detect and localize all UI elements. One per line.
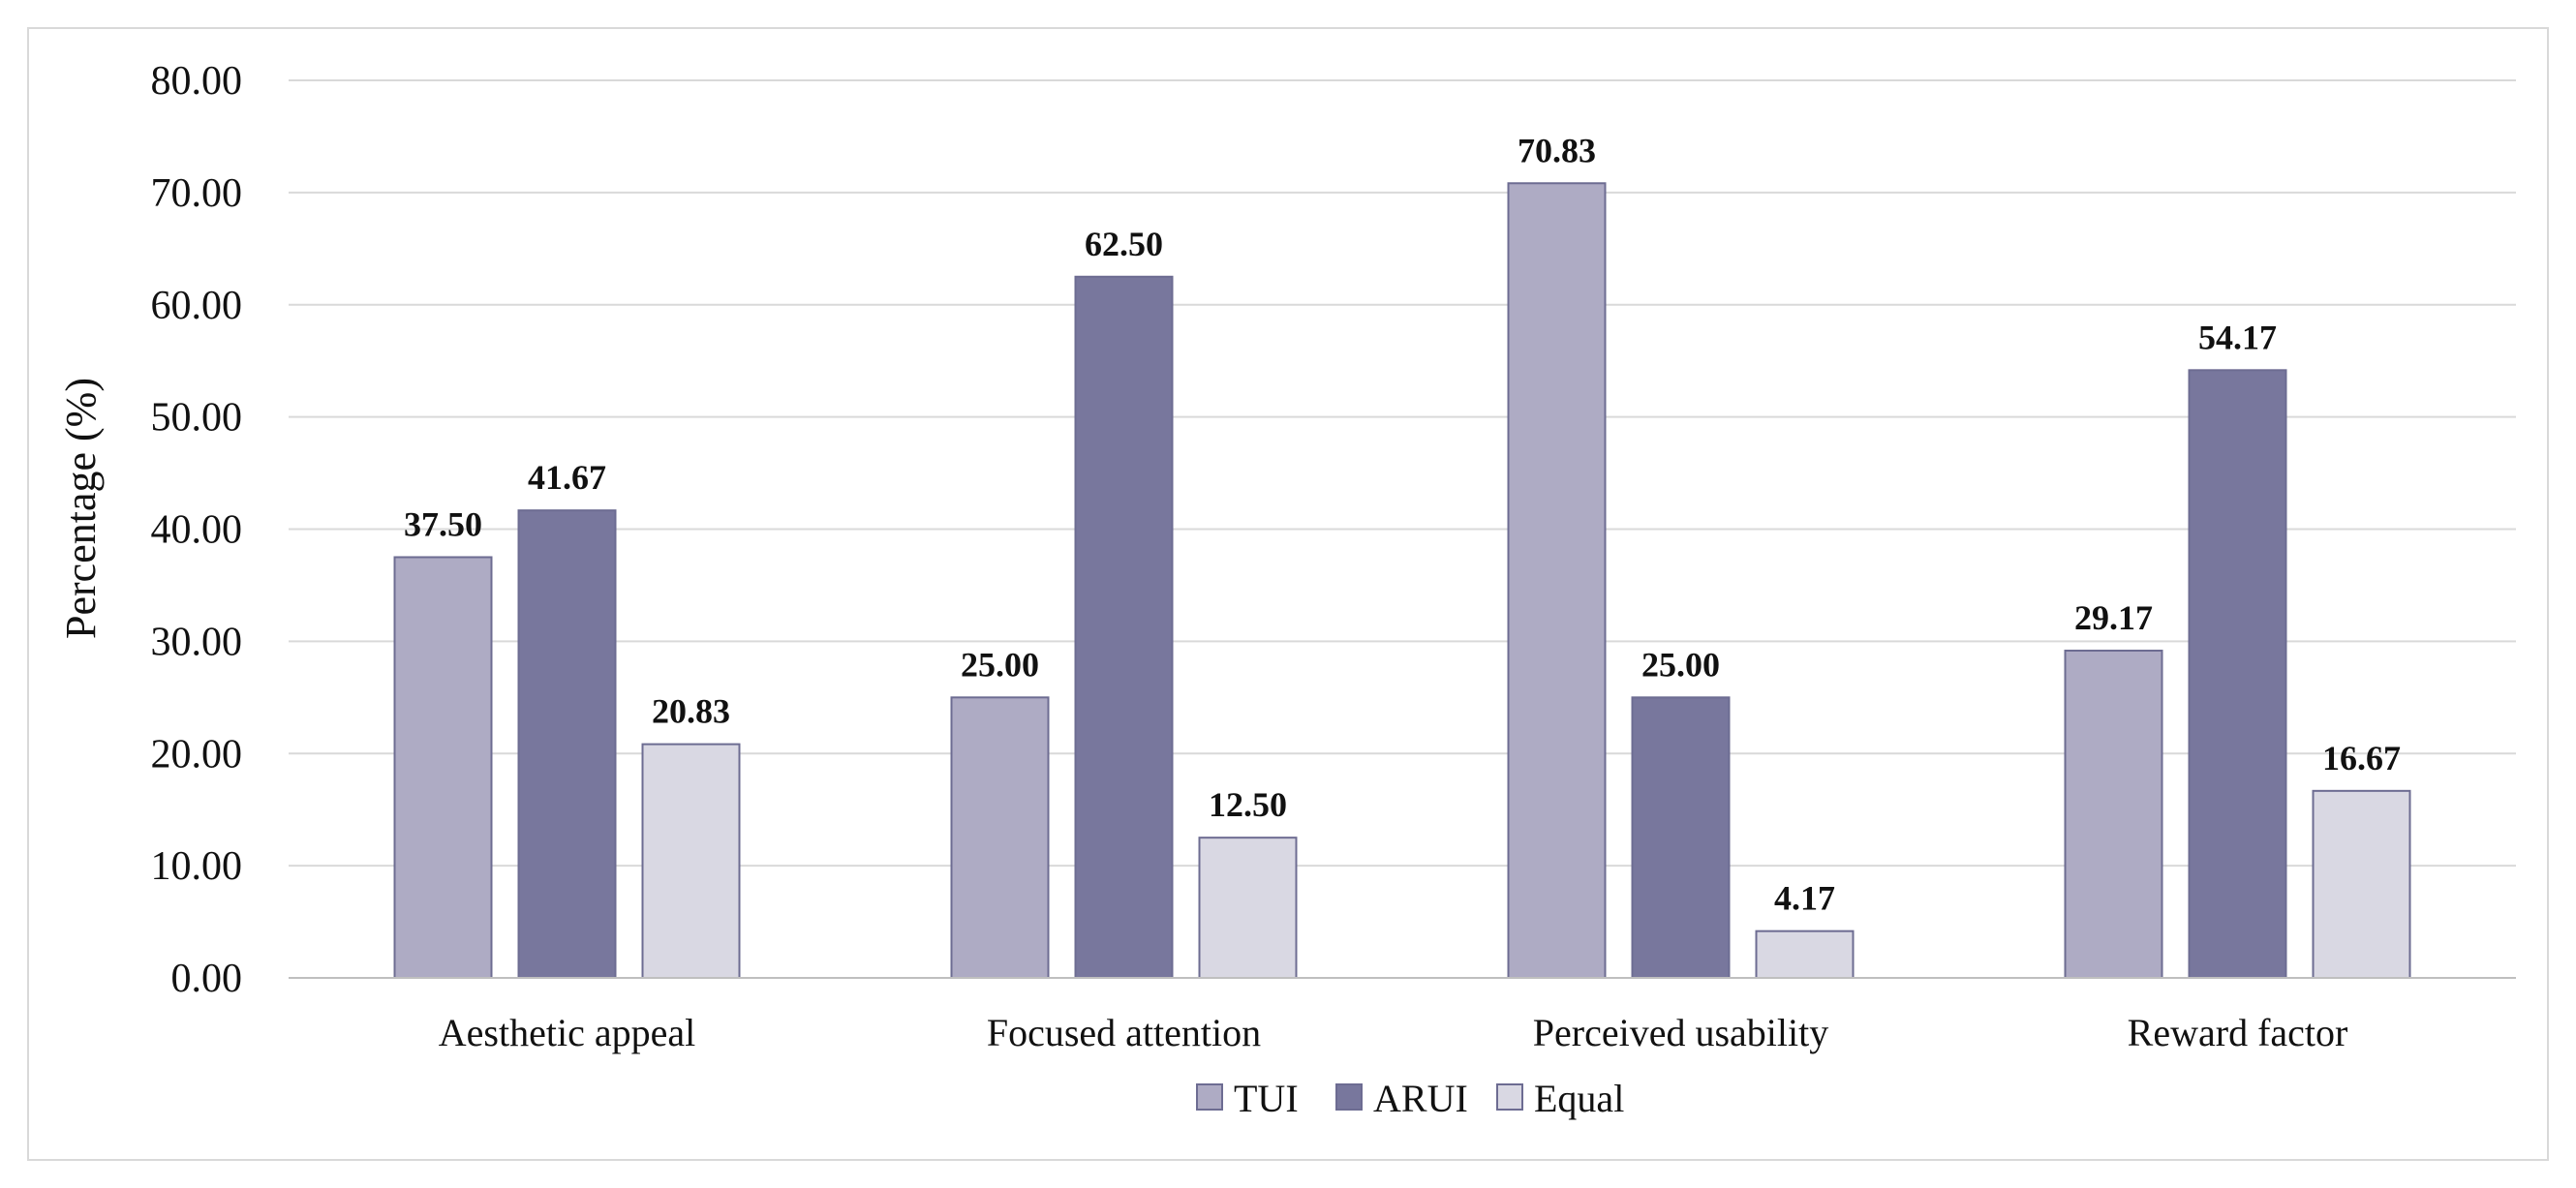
- legend-label: TUI: [1234, 1077, 1299, 1120]
- legend: TUI ARUI Equal: [1196, 1077, 1624, 1120]
- bar-arui-4: [2188, 369, 2287, 979]
- bar-arui-2: [1074, 275, 1174, 979]
- bar-tui-3: [1507, 182, 1607, 979]
- data-label: 62.50: [1085, 225, 1163, 263]
- gridlines: [289, 79, 2516, 868]
- data-label: 25.00: [961, 645, 1039, 684]
- bar-equal-3: [1755, 929, 1855, 979]
- y-tick-label: 0.00: [171, 957, 243, 1001]
- data-label: 25.00: [1641, 645, 1720, 684]
- axes: 0.00 10.00 20.00 30.00 40.00 50.00 60.00 70.00 8…: [151, 59, 2516, 1054]
- x-tick-label: Perceived usability: [1533, 1011, 1828, 1054]
- legend-swatch: [1335, 1083, 1363, 1111]
- x-tick-label: Reward factor: [2128, 1011, 2348, 1054]
- y-tick-label: 10.00: [151, 844, 243, 889]
- data-label: 12.50: [1209, 785, 1287, 824]
- data-label: 37.50: [404, 504, 482, 543]
- legend-label: Equal: [1534, 1077, 1624, 1120]
- legend-item-equal: Equal: [1496, 1077, 1624, 1120]
- y-tick-label: 80.00: [151, 59, 243, 104]
- bar-arui-1: [517, 509, 617, 979]
- x-tick-label: Focused attention: [987, 1011, 1261, 1054]
- y-tick-label: 40.00: [151, 508, 243, 553]
- y-tick-label: 70.00: [151, 171, 243, 216]
- legend-label: ARUI: [1373, 1077, 1468, 1120]
- y-tick-label: 30.00: [151, 620, 243, 664]
- data-label: 29.17: [2074, 598, 2153, 637]
- data-label: 4.17: [1774, 879, 1835, 918]
- y-axis-title: Percentage (%): [57, 378, 105, 639]
- data-label: 16.67: [2322, 739, 2401, 777]
- data-label: 41.67: [528, 458, 606, 497]
- legend-item-arui: ARUI: [1335, 1077, 1468, 1120]
- bar-equal-2: [1198, 837, 1298, 979]
- y-tick-label: 60.00: [151, 284, 243, 328]
- bar-tui-2: [950, 696, 1050, 979]
- data-label: 20.83: [652, 692, 730, 731]
- bar-tui-4: [2064, 649, 2163, 979]
- y-tick-label: 50.00: [151, 396, 243, 441]
- bar-arui-3: [1631, 696, 1731, 979]
- legend-swatch: [1196, 1083, 1223, 1111]
- bar-tui-1: [393, 556, 493, 979]
- data-label: 70.83: [1518, 131, 1596, 169]
- bar-equal-4: [2312, 789, 2411, 979]
- legend-item-tui: TUI: [1196, 1077, 1299, 1120]
- y-tick-label: 20.00: [151, 732, 243, 777]
- bars: [393, 182, 2411, 980]
- x-tick-label: Aesthetic appeal: [439, 1011, 695, 1054]
- data-labels: 37.50 41.67 20.83 25.00 62.50 12.50 70.83 25.00…: [404, 131, 2401, 917]
- legend-swatch: [1496, 1083, 1523, 1111]
- data-label: 54.17: [2198, 318, 2277, 356]
- bar-equal-1: [641, 743, 741, 980]
